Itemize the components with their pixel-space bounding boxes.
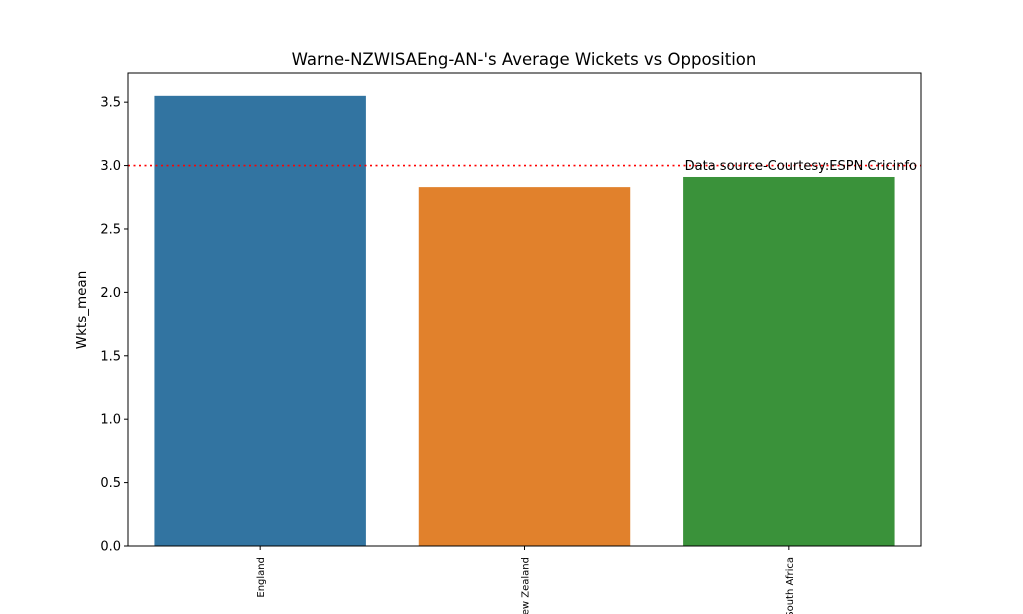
y-tick-label: 1.5 [100, 349, 121, 364]
x-axis-ticks: England New Zealand South Africa [256, 546, 796, 614]
y-tick-label: 0.0 [100, 540, 121, 555]
y-tick-label: 3.5 [100, 96, 121, 111]
y-tick-label: 1.0 [100, 413, 121, 428]
bar-england [154, 95, 366, 546]
y-axis-label: Wkts_mean [74, 271, 90, 350]
x-tick-label: South Africa [785, 557, 796, 614]
y-axis-ticks: 0.0 0.5 1.0 1.5 2.0 2.5 3.0 3.5 [100, 96, 128, 555]
bar-new-zealand [418, 187, 631, 546]
y-tick-label: 3.0 [100, 159, 121, 174]
y-tick-label: 0.5 [100, 476, 121, 491]
x-tick-label: England [256, 557, 267, 598]
x-tick-label: New Zealand [521, 557, 532, 614]
y-tick-label: 2.0 [100, 286, 121, 301]
plot-frame [127, 72, 922, 547]
bars-group [154, 95, 895, 546]
chart-title: Warne-NZWISAEng-AN-'s Average Wickets vs… [292, 50, 757, 69]
y-tick-label: 2.5 [100, 222, 121, 237]
bar-south-africa [683, 176, 895, 546]
data-source-annotation: Data source-Courtesy:ESPN Cricinfo [685, 159, 917, 174]
